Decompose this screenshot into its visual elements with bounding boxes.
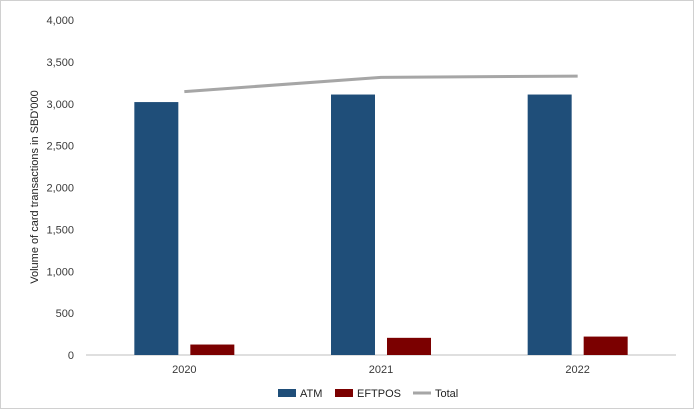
bar-atm-2021: [331, 94, 375, 355]
y-tick-label: 2,500: [46, 141, 74, 153]
y-axis-ticks: 0 500 1,000 1,500 2,000 2,500 3,000 3,500 4,000: [46, 15, 74, 362]
x-axis-ticks: 2020 2021 2022: [172, 364, 590, 376]
y-axis-title: Volume of card transactions in SBD'000: [29, 90, 41, 283]
line-total: [184, 74, 578, 94]
x-tick-label: 2021: [369, 364, 393, 376]
legend-swatch-atm: [278, 389, 296, 397]
y-tick-label: 4,000: [46, 15, 74, 27]
x-tick-label: 2020: [172, 364, 196, 376]
bar-eftpos-2021: [387, 337, 431, 355]
legend-label-total: Total: [435, 388, 458, 400]
lines-group: [184, 74, 578, 94]
legend-swatch-eftpos: [335, 389, 353, 397]
legend-label-eftpos: EFTPOS: [357, 388, 401, 400]
bar-eftpos-2022: [583, 336, 628, 355]
y-tick-label: 500: [56, 308, 74, 320]
y-tick-label: 1,500: [46, 224, 74, 236]
legend-label-atm: ATM: [300, 388, 322, 400]
bar-atm-2020: [134, 102, 179, 355]
bar-eftpos-2020: [190, 344, 235, 355]
y-tick-label: 3,000: [46, 99, 74, 111]
bar-atm-2022: [527, 94, 572, 355]
y-tick-label: 3,500: [46, 57, 74, 69]
y-tick-label: 2,000: [46, 183, 74, 195]
x-tick-label: 2022: [565, 364, 589, 376]
bars-group: [134, 94, 628, 355]
y-tick-label: 1,000: [46, 266, 74, 278]
y-tick-label: 0: [68, 350, 74, 362]
legend: ATM EFTPOS Total: [278, 388, 458, 400]
